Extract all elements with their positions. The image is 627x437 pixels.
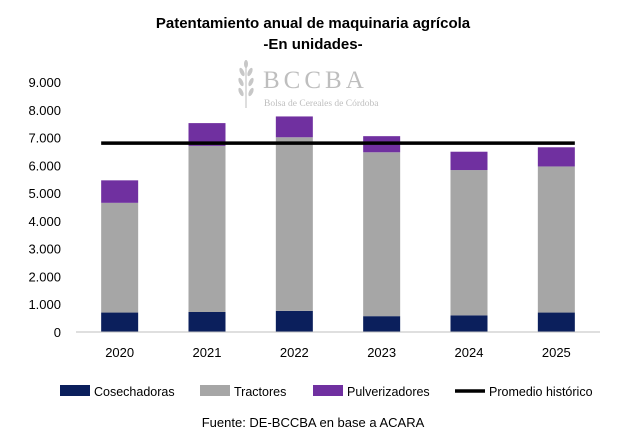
bar-tractores-2022: [275, 137, 313, 311]
bar-pulverizadores-2025: [537, 147, 575, 167]
bar-cosechadoras-2025: [537, 312, 575, 332]
y-tick-label: 1.000: [28, 297, 61, 312]
chart-subtitle: -En unidades-: [263, 36, 362, 53]
x-tick-label: 2022: [280, 345, 309, 360]
bar-tractores-2025: [537, 166, 575, 313]
y-tick-label: 4.000: [28, 214, 61, 229]
bccba-watermark-logo: BCCBA Bolsa de Cereales de Córdoba: [238, 60, 379, 109]
legend-swatch-tractores: [200, 385, 230, 396]
legend-swatch-cosechadoras: [60, 385, 90, 396]
bar-pulverizadores-2020: [101, 180, 139, 203]
y-tick-label: 6.000: [28, 158, 61, 173]
bar-cosechadoras-2022: [275, 310, 313, 332]
watermark-name: BCCBA: [263, 67, 368, 94]
bar-cosechadoras-2023: [363, 316, 401, 332]
bar-tractores-2024: [450, 170, 488, 316]
x-tick-label: 2021: [193, 345, 222, 360]
chart-source: Fuente: DE-BCCBA en base a ACARA: [202, 415, 425, 430]
bar-tractores-2023: [363, 152, 401, 317]
bar-cosechadoras-2024: [450, 315, 488, 332]
bar-cosechadoras-2020: [101, 312, 139, 332]
bar-pulverizadores-2022: [275, 116, 313, 138]
x-tick-label: 2024: [455, 345, 484, 360]
bar-cosechadoras-2021: [188, 312, 226, 332]
y-tick-label: 7.000: [28, 131, 61, 146]
bar-pulverizadores-2024: [450, 151, 488, 171]
legend-swatch-pulverizadores: [313, 385, 343, 396]
x-axis: 2020 2021 2022 2023 2024 2025: [76, 331, 600, 360]
y-axis: 0 1.000 2.000 3.000 4.000 5.000 6.000 7.000 8.00…: [28, 75, 61, 340]
watermark-tagline: Bolsa de Cereales de Córdoba: [264, 99, 379, 109]
chart-title: Patentamiento anual de maquinaria agríco…: [156, 15, 471, 32]
x-tick-label: 2020: [105, 345, 134, 360]
bar-tractores-2021: [188, 145, 226, 312]
x-tick-label: 2025: [542, 345, 571, 360]
x-tick-label: 2023: [367, 345, 396, 360]
y-tick-label: 5.000: [28, 186, 61, 201]
bar-tractores-2020: [101, 202, 139, 313]
bars: [101, 116, 575, 332]
legend-label: Tractores: [234, 385, 286, 399]
bar-pulverizadores-2021: [188, 123, 226, 146]
y-tick-label: 3.000: [28, 242, 61, 257]
legend-label: Pulverizadores: [347, 385, 430, 399]
y-tick-label: 0: [54, 325, 61, 340]
legend-label: Cosechadoras: [94, 385, 175, 399]
y-tick-label: 8.000: [28, 103, 61, 118]
y-tick-label: 9.000: [28, 75, 61, 90]
legend-label: Promedio histórico: [489, 385, 593, 399]
y-tick-label: 2.000: [28, 269, 61, 284]
wheat-icon: [238, 60, 254, 108]
legend: Cosechadoras Tractores Pulverizadores Prome…: [60, 385, 593, 399]
